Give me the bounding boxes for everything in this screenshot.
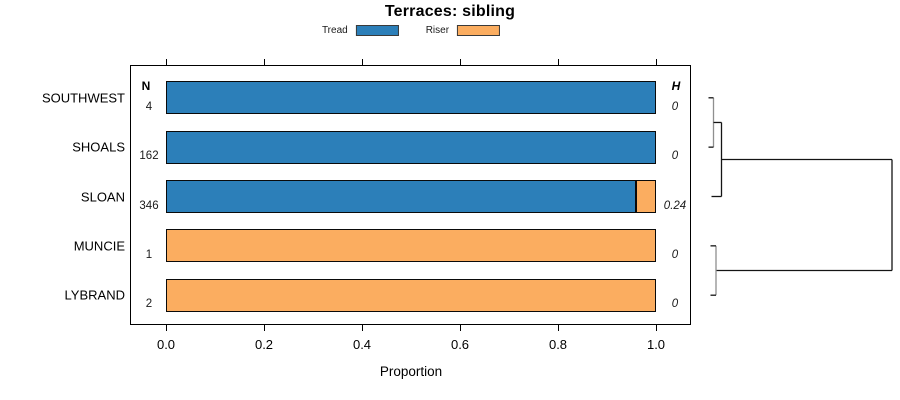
category-label: SOUTHWEST [41, 90, 125, 106]
x-axis-bottom-tick [165, 325, 167, 331]
tread-bar-segment [166, 130, 656, 164]
h-value: 0.24 [663, 199, 687, 212]
legend: Tread Riser [322, 25, 501, 36]
n-value: 162 [139, 150, 159, 163]
n-value: 2 [145, 298, 153, 311]
x-axis-bottom-tick [459, 325, 461, 331]
legend-item-riser: Riser [425, 25, 501, 36]
category-label: SHOALS [72, 139, 125, 155]
tread-bar-segment [166, 180, 637, 213]
n-column-header: N [141, 79, 151, 93]
x-axis-tick-label: 0.6 [450, 337, 470, 352]
n-value: 4 [145, 100, 153, 113]
legend-item-tread: Tread [322, 25, 399, 36]
n-value: 1 [145, 248, 153, 261]
riser-bar-segment [166, 278, 656, 312]
x-axis-top-tick [165, 59, 167, 65]
h-value: 0 [671, 248, 679, 261]
x-axis-tick-label: 1.0 [646, 337, 666, 352]
category-label: MUNCIE [73, 238, 125, 254]
n-value: 346 [139, 199, 159, 212]
x-axis-tick-label: 0.2 [254, 337, 274, 352]
tread-color-swatch-icon [355, 25, 399, 36]
legend-label: Riser [425, 25, 450, 36]
riser-bar-segment [636, 180, 656, 213]
x-axis-bottom-tick [263, 325, 265, 331]
riser-color-swatch-icon [457, 25, 501, 36]
chart-title: Terraces: sibling [384, 3, 516, 20]
x-axis-bottom-tick [361, 325, 363, 331]
x-axis-tick-label: 0.8 [548, 337, 568, 352]
x-axis-bottom-tick [557, 325, 559, 331]
h-value: 0 [671, 298, 679, 311]
x-axis-bottom-tick [655, 325, 657, 331]
h-value: 0 [671, 100, 679, 113]
h-column-header: H [671, 79, 681, 93]
x-axis-tick-label: 0.4 [352, 337, 372, 352]
h-value: 0 [671, 150, 679, 163]
category-label: SLOAN [80, 189, 125, 204]
x-axis-top-tick [361, 59, 363, 65]
x-axis-tick-label: 0.0 [156, 337, 176, 352]
riser-bar-segment [166, 229, 656, 263]
legend-label: Tread [321, 25, 348, 36]
x-axis-top-tick [459, 59, 461, 65]
category-label: LYBRAND [64, 287, 125, 303]
x-axis-top-tick [655, 59, 657, 65]
tread-bar-segment [166, 81, 656, 115]
x-axis-top-tick [263, 59, 265, 65]
x-axis-top-tick [557, 59, 559, 65]
x-axis-title: Proportion [379, 364, 443, 379]
plot-area [130, 65, 691, 325]
